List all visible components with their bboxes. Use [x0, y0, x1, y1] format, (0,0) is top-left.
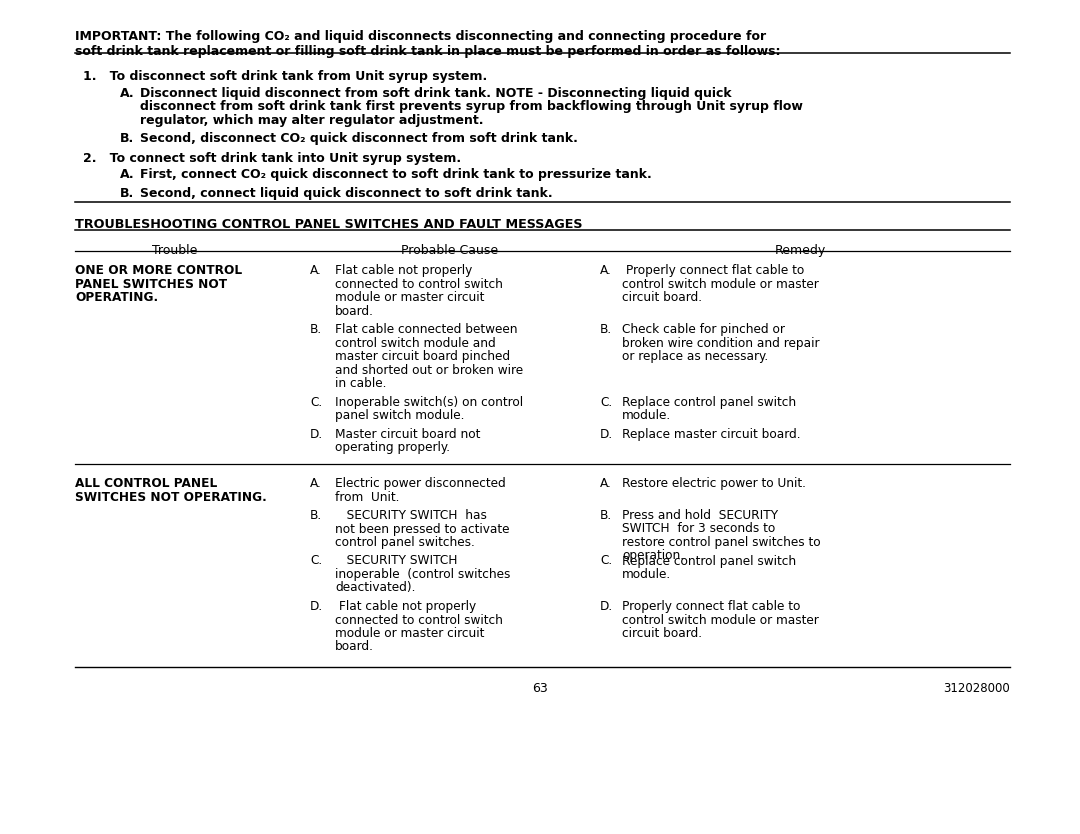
Text: C.: C.: [310, 555, 322, 567]
Text: SWITCH  for 3 seconds to: SWITCH for 3 seconds to: [622, 522, 775, 535]
Text: connected to control switch: connected to control switch: [335, 614, 503, 626]
Text: control panel switches.: control panel switches.: [335, 536, 475, 549]
Text: Replace control panel switch: Replace control panel switch: [622, 555, 796, 567]
Text: Master circuit board not: Master circuit board not: [335, 428, 481, 440]
Text: SECURITY SWITCH  has: SECURITY SWITCH has: [335, 509, 487, 522]
Text: A.: A.: [310, 264, 322, 277]
Text: broken wire condition and repair: broken wire condition and repair: [622, 336, 820, 349]
Text: control switch module or master: control switch module or master: [622, 614, 819, 626]
Text: board.: board.: [335, 304, 374, 318]
Text: Trouble: Trouble: [152, 244, 198, 257]
Text: board.: board.: [335, 641, 374, 654]
Text: panel switch module.: panel switch module.: [335, 409, 464, 422]
Text: C.: C.: [600, 555, 612, 567]
Text: master circuit board pinched: master circuit board pinched: [335, 350, 510, 363]
Text: soft drink tank replacement or filling soft drink tank in place must be performe: soft drink tank replacement or filling s…: [75, 44, 781, 58]
Text: B.: B.: [120, 187, 134, 199]
Text: PANEL SWITCHES NOT: PANEL SWITCHES NOT: [75, 278, 227, 290]
Text: Remedy: Remedy: [774, 244, 825, 257]
Text: 63: 63: [532, 682, 548, 696]
Text: module.: module.: [622, 409, 671, 422]
Text: C.: C.: [310, 395, 322, 409]
Text: and shorted out or broken wire: and shorted out or broken wire: [335, 364, 523, 376]
Text: IMPORTANT: The following CO₂ and liquid disconnects disconnecting and connecting: IMPORTANT: The following CO₂ and liquid …: [75, 30, 766, 43]
Text: restore control panel switches to: restore control panel switches to: [622, 536, 821, 549]
Text: Flat cable connected between: Flat cable connected between: [335, 323, 517, 336]
Text: OPERATING.: OPERATING.: [75, 291, 158, 304]
Text: 1.   To disconnect soft drink tank from Unit syrup system.: 1. To disconnect soft drink tank from Un…: [83, 70, 487, 83]
Text: ALL CONTROL PANEL: ALL CONTROL PANEL: [75, 477, 217, 490]
Text: Check cable for pinched or: Check cable for pinched or: [622, 323, 785, 336]
Text: Probable Cause: Probable Cause: [402, 244, 499, 257]
Text: from  Unit.: from Unit.: [335, 490, 400, 504]
Text: operation.: operation.: [622, 550, 684, 562]
Text: First, connect CO₂ quick disconnect to soft drink tank to pressurize tank.: First, connect CO₂ quick disconnect to s…: [140, 168, 651, 181]
Text: D.: D.: [310, 428, 323, 440]
Text: Replace master circuit board.: Replace master circuit board.: [622, 428, 800, 440]
Text: control switch module and: control switch module and: [335, 336, 496, 349]
Text: regulator, which may alter regulator adjustment.: regulator, which may alter regulator adj…: [140, 113, 484, 127]
Text: Electric power disconnected: Electric power disconnected: [335, 477, 505, 490]
Text: B.: B.: [600, 509, 612, 522]
Text: B.: B.: [310, 323, 322, 336]
Text: A.: A.: [600, 477, 611, 490]
Text: 312028000: 312028000: [943, 682, 1010, 696]
Text: Replace control panel switch: Replace control panel switch: [622, 395, 796, 409]
Text: D.: D.: [600, 600, 613, 613]
Text: operating properly.: operating properly.: [335, 441, 450, 454]
Text: ONE OR MORE CONTROL: ONE OR MORE CONTROL: [75, 264, 242, 277]
Text: D.: D.: [600, 428, 613, 440]
Text: Press and hold  SECURITY: Press and hold SECURITY: [622, 509, 778, 522]
Text: not been pressed to activate: not been pressed to activate: [335, 522, 510, 535]
Text: A.: A.: [120, 168, 135, 181]
Text: C.: C.: [600, 395, 612, 409]
Text: B.: B.: [600, 323, 612, 336]
Text: SECURITY SWITCH: SECURITY SWITCH: [335, 555, 458, 567]
Text: deactivated).: deactivated).: [335, 581, 416, 595]
Text: TROUBLESHOOTING CONTROL PANEL SWITCHES AND FAULT MESSAGES: TROUBLESHOOTING CONTROL PANEL SWITCHES A…: [75, 218, 582, 230]
Text: inoperable  (control switches: inoperable (control switches: [335, 568, 511, 581]
Text: SWITCHES NOT OPERATING.: SWITCHES NOT OPERATING.: [75, 490, 267, 504]
Text: Flat cable not properly: Flat cable not properly: [335, 600, 476, 613]
Text: A.: A.: [310, 477, 322, 490]
Text: D.: D.: [310, 600, 323, 613]
Text: control switch module or master: control switch module or master: [622, 278, 819, 290]
Text: Restore electric power to Unit.: Restore electric power to Unit.: [622, 477, 806, 490]
Text: Properly connect flat cable to: Properly connect flat cable to: [622, 600, 800, 613]
Text: module.: module.: [622, 568, 671, 581]
Text: A.: A.: [600, 264, 611, 277]
Text: Disconnect liquid disconnect from soft drink tank. NOTE - Disconnecting liquid q: Disconnect liquid disconnect from soft d…: [140, 87, 731, 99]
Text: module or master circuit: module or master circuit: [335, 291, 484, 304]
Text: Inoperable switch(s) on control: Inoperable switch(s) on control: [335, 395, 523, 409]
Text: 2.   To connect soft drink tank into Unit syrup system.: 2. To connect soft drink tank into Unit …: [83, 152, 461, 164]
Text: B.: B.: [120, 132, 134, 145]
Text: Second, disconnect CO₂ quick disconnect from soft drink tank.: Second, disconnect CO₂ quick disconnect …: [140, 132, 578, 145]
Text: Flat cable not properly: Flat cable not properly: [335, 264, 472, 277]
Text: disconnect from soft drink tank first prevents syrup from backflowing through Un: disconnect from soft drink tank first pr…: [140, 100, 802, 113]
Text: Properly connect flat cable to: Properly connect flat cable to: [622, 264, 805, 277]
Text: or replace as necessary.: or replace as necessary.: [622, 350, 768, 363]
Text: Second, connect liquid quick disconnect to soft drink tank.: Second, connect liquid quick disconnect …: [140, 187, 553, 199]
Text: A.: A.: [120, 87, 135, 99]
Text: module or master circuit: module or master circuit: [335, 627, 484, 640]
Text: in cable.: in cable.: [335, 377, 387, 390]
Text: connected to control switch: connected to control switch: [335, 278, 503, 290]
Text: circuit board.: circuit board.: [622, 291, 702, 304]
Text: circuit board.: circuit board.: [622, 627, 702, 640]
Text: B.: B.: [310, 509, 322, 522]
